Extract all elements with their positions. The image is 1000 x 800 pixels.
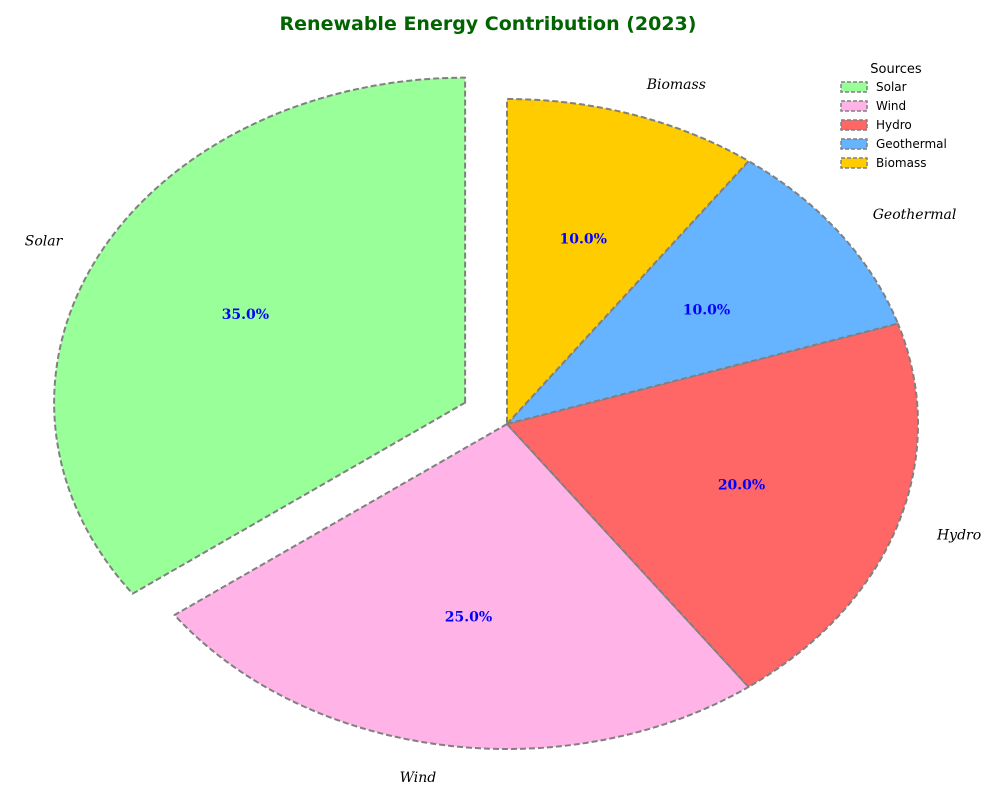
- slice-label-hydro: Hydro: [936, 527, 981, 543]
- legend-swatch-wind: [840, 100, 868, 112]
- slice-geothermal: [506, 160, 899, 425]
- legend-items: Solar Wind Hydro Geothermal Biomass: [840, 80, 947, 170]
- legend-label-biomass: Biomass: [876, 156, 926, 170]
- legend-swatch-biomass: [840, 157, 868, 169]
- legend-swatch-hydro: [840, 119, 868, 131]
- percent-label-solar: 35.0%: [222, 307, 269, 323]
- slice-biomass: [506, 98, 750, 425]
- pie-labels: Solar 35.0% Wind 25.0% Hydro 20.0% Geothermal 1…: [25, 77, 981, 786]
- slice-label-biomass: Biomass: [646, 77, 706, 93]
- legend: Sources Solar Wind Hydro Geothermal Biomass: [832, 56, 960, 178]
- percent-label-geothermal: 10.0%: [683, 302, 730, 318]
- legend-label-geothermal: Geothermal: [876, 137, 947, 151]
- slice-hydro: [506, 322, 919, 688]
- legend-label-wind: Wind: [876, 99, 906, 113]
- legend-label-hydro: Hydro: [876, 118, 912, 132]
- slice-label-geothermal: Geothermal: [873, 207, 957, 223]
- legend-swatch-geothermal: [840, 138, 868, 150]
- slice-label-wind: Wind: [400, 770, 437, 786]
- percent-label-biomass: 10.0%: [560, 232, 607, 248]
- slice-label-solar: Solar: [25, 233, 64, 249]
- percent-label-wind: 25.0%: [445, 610, 492, 626]
- legend-swatch-solar: [840, 81, 868, 93]
- percent-label-hydro: 20.0%: [718, 477, 765, 493]
- pie-slices: [53, 76, 919, 750]
- chart-title: Renewable Energy Contribution (2023): [280, 13, 697, 35]
- legend-title: Sources: [870, 62, 922, 77]
- slice-solar: [53, 76, 467, 595]
- slice-wind: [173, 423, 750, 750]
- legend-label-solar: Solar: [876, 80, 907, 94]
